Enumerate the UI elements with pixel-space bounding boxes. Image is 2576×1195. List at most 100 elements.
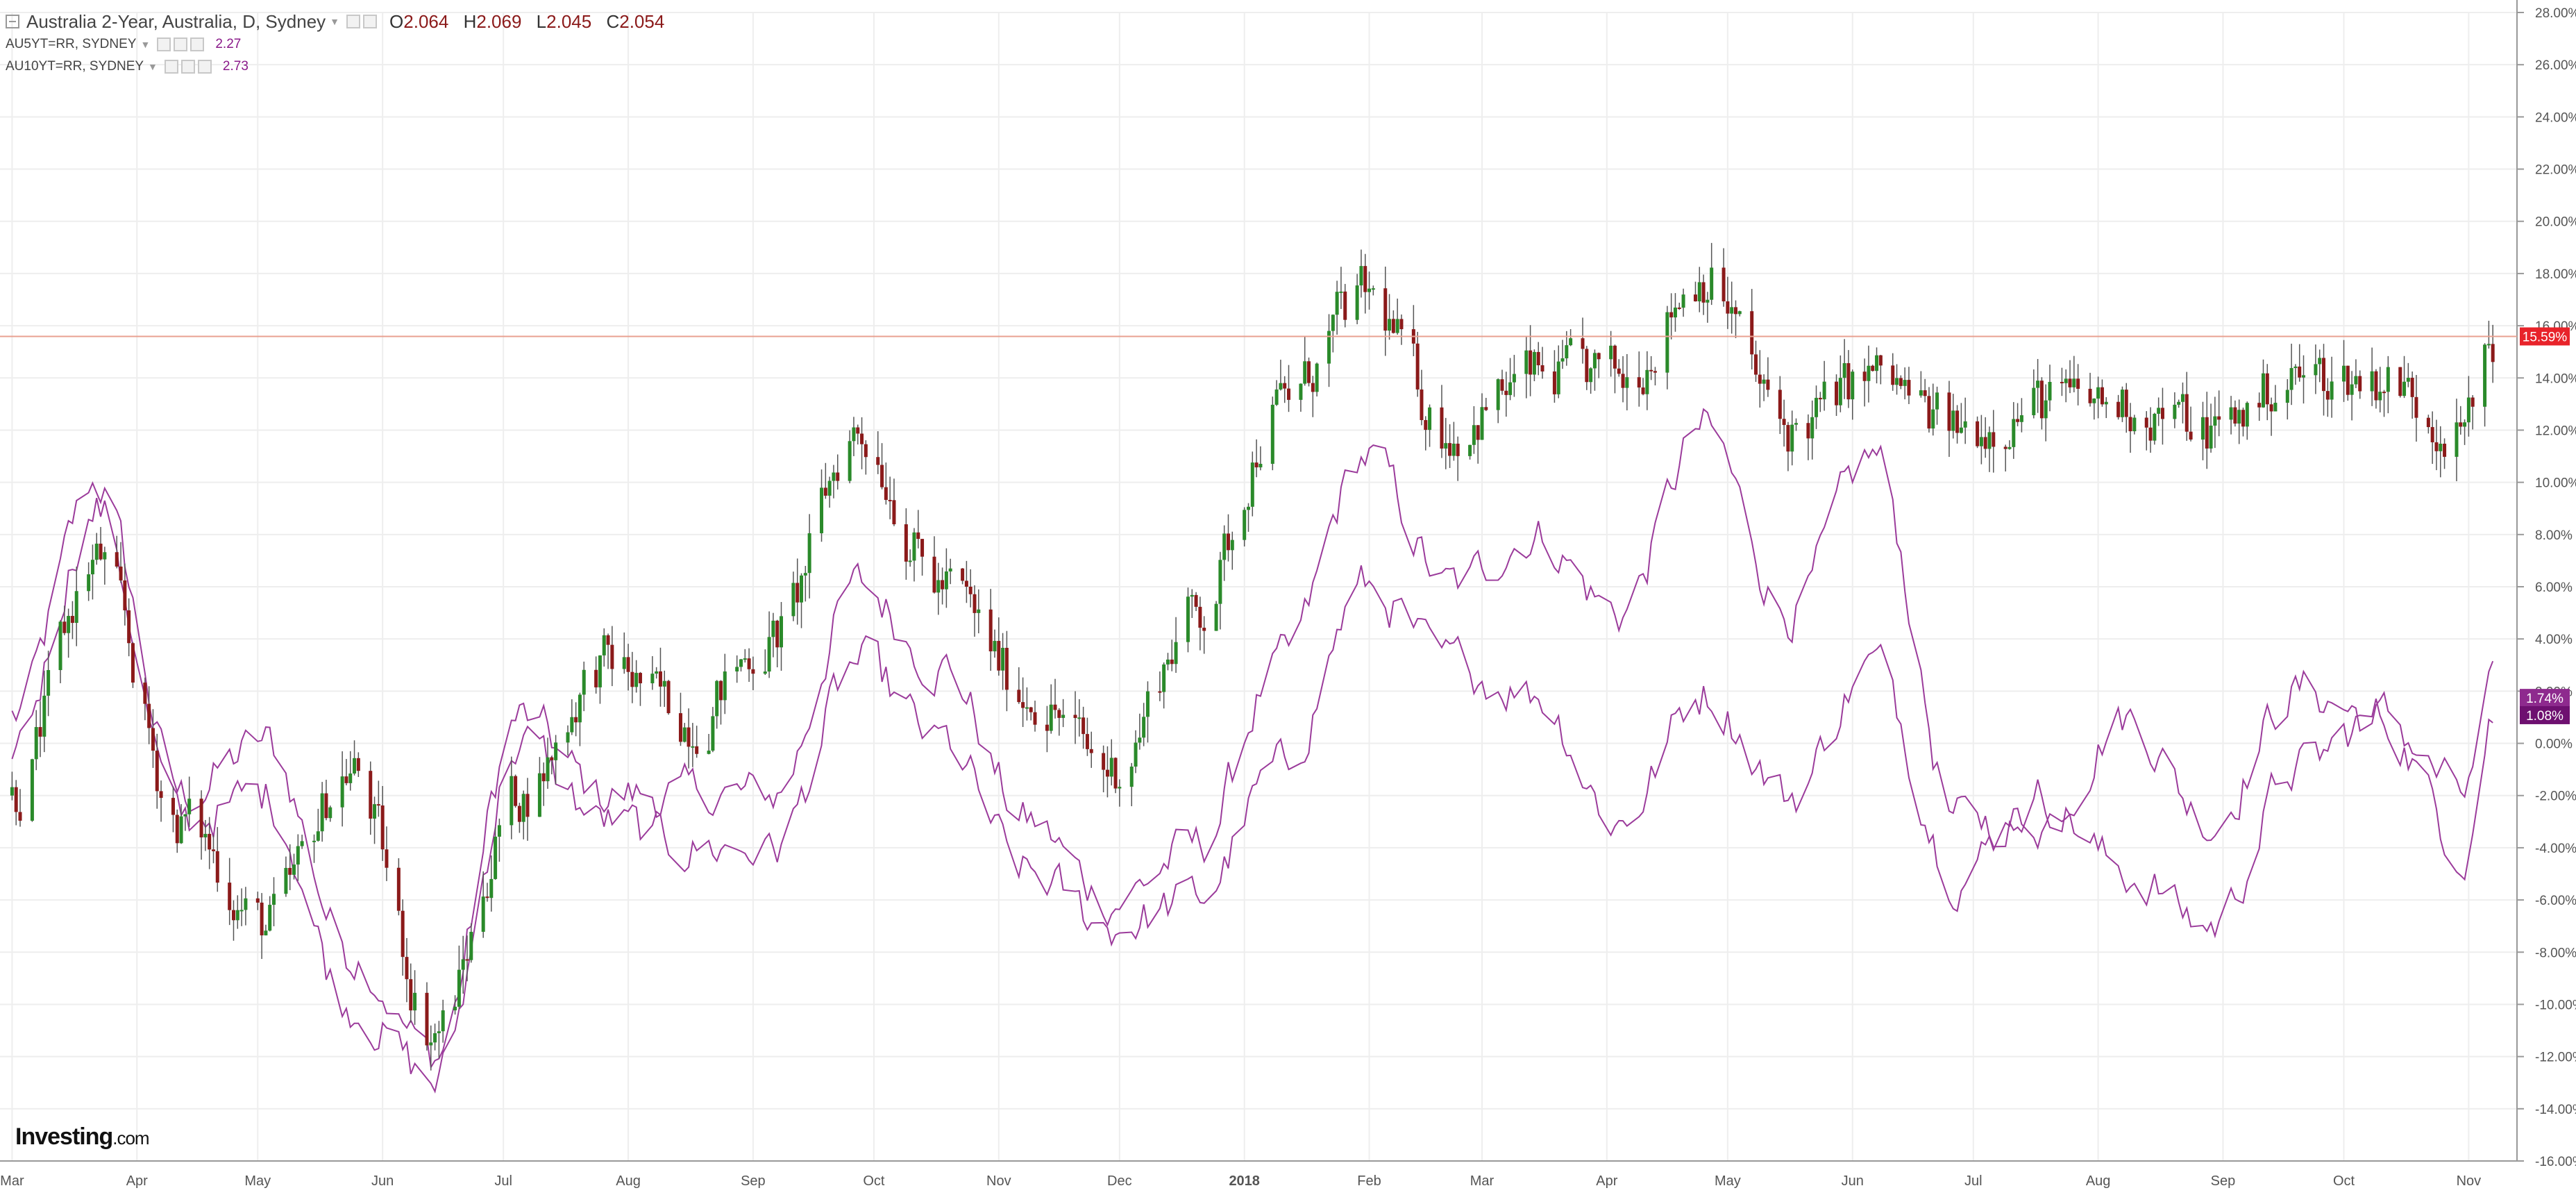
candle-up (2318, 358, 2322, 365)
settings-icon[interactable] (180, 60, 195, 74)
candle-up (244, 898, 248, 910)
indicator-legend-au10y[interactable]: AU10YT=RR, SYDNEY ▼ 2.73 (6, 56, 674, 78)
candle-up (993, 641, 997, 652)
main-series-title[interactable]: Australia 2-Year, Australia, D, Sydney (26, 10, 326, 32)
x-tick-label: Aug (2086, 1173, 2111, 1189)
candle-up (1665, 312, 1669, 373)
chevron-down-icon[interactable]: ▼ (148, 61, 158, 72)
candle-up (2466, 397, 2470, 423)
candle-up (494, 836, 498, 879)
candle-down (1786, 425, 1790, 452)
candle-up (711, 716, 715, 751)
candle-down (864, 444, 868, 458)
candle-down (465, 959, 469, 961)
candle-up (791, 583, 795, 617)
candle-up (1270, 404, 1274, 464)
price-badge-au10y (2520, 705, 2570, 724)
candle-up (735, 667, 739, 672)
x-tick-label: Oct (863, 1173, 885, 1189)
candle-up (1730, 307, 1734, 314)
candle-down (1617, 368, 1621, 374)
candle-down (1089, 749, 1093, 753)
candle-up (2370, 371, 2374, 392)
candle-up (655, 671, 659, 674)
candle-up (187, 799, 192, 814)
candle-down (988, 609, 993, 652)
candle-down (1456, 443, 1460, 456)
candle-up (316, 831, 320, 841)
candle-down (1363, 266, 1367, 292)
candle-up (1609, 345, 1613, 360)
visibility-toggle-icon[interactable] (157, 37, 171, 51)
y-tick-label: 14.00% (2535, 371, 2576, 386)
visibility-toggle-icon[interactable] (346, 15, 361, 28)
ohlc-open-key: O (389, 10, 404, 32)
settings-icon[interactable] (174, 37, 188, 51)
x-tick-label: Mar (1470, 1173, 1495, 1189)
collapse-legend-icon[interactable] (6, 15, 19, 28)
candle-up (948, 568, 952, 571)
candle-up (90, 560, 94, 575)
candle-up (2120, 390, 2124, 417)
candle-down (151, 728, 155, 751)
candle-down (1017, 690, 1021, 703)
candle-down (2124, 390, 2128, 417)
candle-down (1073, 715, 1077, 719)
candle-up (803, 573, 807, 576)
indicator-label[interactable]: AU10YT=RR, SYDNEY (6, 59, 144, 74)
candle-up (2406, 378, 2410, 382)
candle-up (1842, 363, 1846, 378)
candle-down (2184, 394, 2189, 432)
candle-down (2358, 376, 2362, 392)
main-series-legend[interactable]: Australia 2-Year, Australia, D, Sydney ▼… (6, 10, 674, 33)
candle-up (634, 673, 639, 687)
candle-down (961, 568, 965, 581)
indicator-value: 2.73 (222, 59, 249, 74)
candle-up (715, 680, 719, 717)
candle-up (780, 616, 784, 648)
logo-brand: Investing (15, 1123, 113, 1150)
candle-down (1552, 371, 1556, 394)
candle-up (2261, 373, 2265, 408)
chevron-down-icon[interactable]: ▼ (330, 16, 340, 27)
visibility-toggle-icon[interactable] (164, 60, 178, 74)
candle-down (1102, 753, 1106, 770)
indicator-label[interactable]: AU5YT=RR, SYDNEY (6, 37, 137, 51)
candle-down (2257, 403, 2262, 408)
candle-down (199, 799, 203, 837)
candle-down (751, 669, 755, 674)
candle-up (292, 864, 296, 875)
candle-down (369, 771, 373, 819)
candle-up (1165, 659, 1170, 665)
candle-up (340, 776, 344, 808)
settings-icon[interactable] (363, 15, 378, 28)
y-tick-label: 20.00% (2535, 215, 2576, 230)
candle-up (2044, 400, 2048, 419)
y-tick-label: 24.00% (2535, 110, 2576, 125)
candle-down (2039, 381, 2044, 419)
candle-up (1444, 443, 1448, 449)
candle-down (2374, 371, 2378, 401)
close-icon[interactable] (197, 60, 212, 74)
candle-up (1186, 596, 1190, 642)
chevron-down-icon[interactable]: ▼ (140, 39, 151, 50)
candle-down (1194, 594, 1198, 607)
close-icon[interactable] (190, 37, 205, 51)
candle-down (1113, 758, 1118, 789)
candle-up (1451, 443, 1456, 456)
candle-down (119, 566, 123, 580)
y-tick-label: 22.00% (2535, 163, 2576, 178)
indicator-legend-au5y[interactable]: AU5YT=RR, SYDNEY ▼ 2.27 (6, 33, 674, 56)
candle-up (1335, 292, 1339, 315)
candle-down (255, 898, 260, 903)
candle-down (38, 727, 42, 737)
candle-up (203, 833, 208, 837)
ohlc-high-key: H (463, 10, 477, 32)
y-tick-label: 4.00% (2535, 633, 2573, 647)
candle-down (1415, 343, 1420, 390)
candle-down (2116, 401, 2121, 417)
candle-up (1963, 421, 1967, 428)
candle-up (1951, 410, 1955, 431)
